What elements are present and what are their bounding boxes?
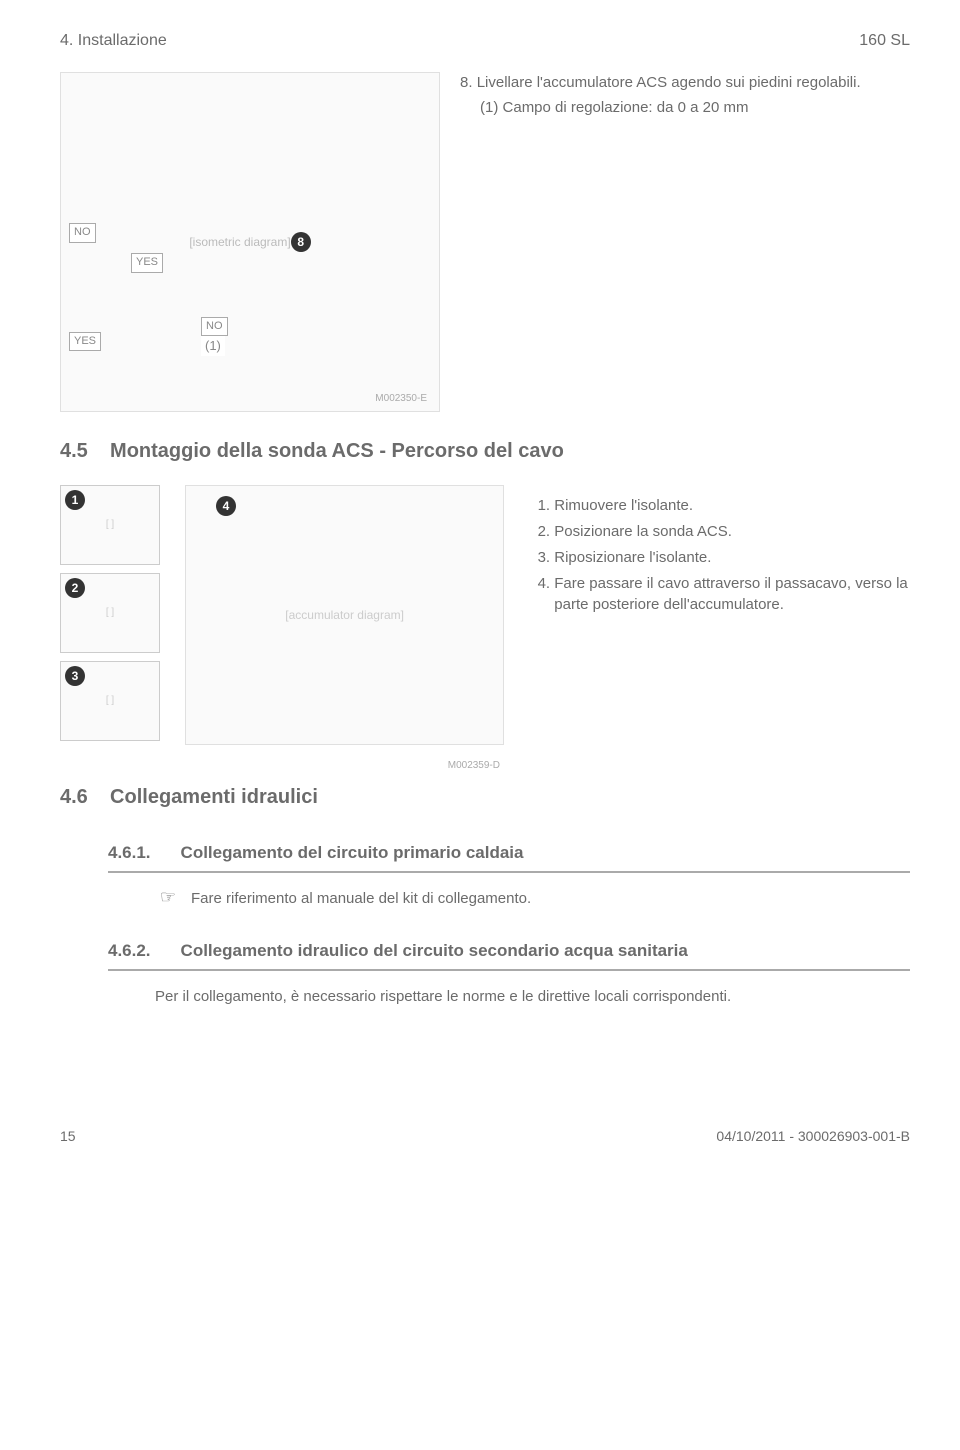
pointing-hand-icon: ☞: [155, 888, 181, 906]
label-no: NO: [69, 223, 96, 242]
header-model: 160 SL: [859, 30, 910, 52]
subsection-title: Collegamento idraulico del circuito seco…: [181, 939, 688, 963]
subsection-4-6-1: 4.6.1. Collegamento del circuito primari…: [108, 841, 910, 873]
label-no: NO: [201, 317, 228, 336]
section-text: Montaggio della sonda ACS - Percorso del…: [110, 440, 564, 462]
section-text: Collegamenti idraulici: [110, 786, 318, 808]
label-yes: YES: [131, 253, 163, 272]
small-diagram-1: 1 [ ]: [60, 485, 160, 565]
list-item: Rimuovere l'isolante.: [554, 495, 910, 516]
label-yes: YES: [69, 332, 101, 351]
section-4-6-title: 4.6 Collegamenti idraulici: [60, 783, 910, 811]
marker-paren-1: (1): [201, 336, 225, 356]
step8-text: 8. Livellare l'accumulatore ACS agendo s…: [460, 72, 861, 412]
marker-4: 4: [216, 496, 236, 516]
subsection-title: Collegamento del circuito primario calda…: [181, 841, 524, 865]
step8-body: Livellare l'accumulatore ACS agendo sui …: [477, 74, 861, 91]
marker-8: 8: [291, 232, 311, 252]
page-footer: 15 04/10/2011 - 300026903-001-B: [60, 1127, 910, 1147]
document-id: 04/10/2011 - 300026903-001-B: [716, 1127, 910, 1147]
step8-num: 8.: [460, 74, 473, 91]
list-item: Fare passare il cavo attraverso il passa…: [554, 573, 910, 615]
top-content-row: [isometric diagram] NO YES YES NO 8 (1) …: [60, 72, 910, 412]
page-header: 4. Installazione 160 SL: [60, 30, 910, 52]
paragraph-4-6-2: Per il collegamento, è necessario rispet…: [155, 986, 910, 1007]
diagram-1-container: [isometric diagram] NO YES YES NO 8 (1) …: [60, 72, 440, 412]
small-diagram-3: 3 [ ]: [60, 661, 160, 741]
step8-detail-label: (1): [480, 99, 498, 116]
reference-note: ☞ Fare riferimento al manuale del kit di…: [155, 888, 910, 909]
figure-code-2: M002359-D: [60, 759, 500, 773]
subsection-num: 4.6.2.: [108, 939, 151, 963]
section-4-5-title: 4.5 Montaggio della sonda ACS - Percorso…: [60, 437, 910, 465]
small-diagram-column: 1 [ ] 2 [ ] 3 [ ]: [60, 485, 160, 749]
figure-code: M002350-E: [371, 391, 431, 407]
diagram-1: [isometric diagram] NO YES YES NO 8 (1) …: [60, 72, 440, 412]
page-number: 15: [60, 1127, 76, 1147]
marker-3: 3: [65, 666, 85, 686]
subsection-num: 4.6.1.: [108, 841, 151, 865]
section-num: 4.6: [60, 786, 88, 808]
note-text: Fare riferimento al manuale del kit di c…: [191, 888, 531, 909]
section-num: 4.5: [60, 440, 88, 462]
list-item: Posizionare la sonda ACS.: [554, 521, 910, 542]
subsection-4-6-2: 4.6.2. Collegamento idraulico del circui…: [108, 939, 910, 971]
header-section: 4. Installazione: [60, 30, 167, 52]
steps-ordered-list: Rimuovere l'isolante. Posizionare la son…: [529, 485, 910, 620]
marker-1: 1: [65, 490, 85, 510]
section-4-5-content: 1 [ ] 2 [ ] 3 [ ] 4 [accumulator diagram…: [60, 485, 910, 749]
main-diagram-2: 4 [accumulator diagram]: [185, 485, 504, 745]
step8-detail-text: Campo di regolazione: da 0 a 20 mm: [503, 99, 749, 116]
small-diagram-2: 2 [ ]: [60, 573, 160, 653]
list-item: Riposizionare l'isolante.: [554, 547, 910, 568]
marker-2: 2: [65, 578, 85, 598]
